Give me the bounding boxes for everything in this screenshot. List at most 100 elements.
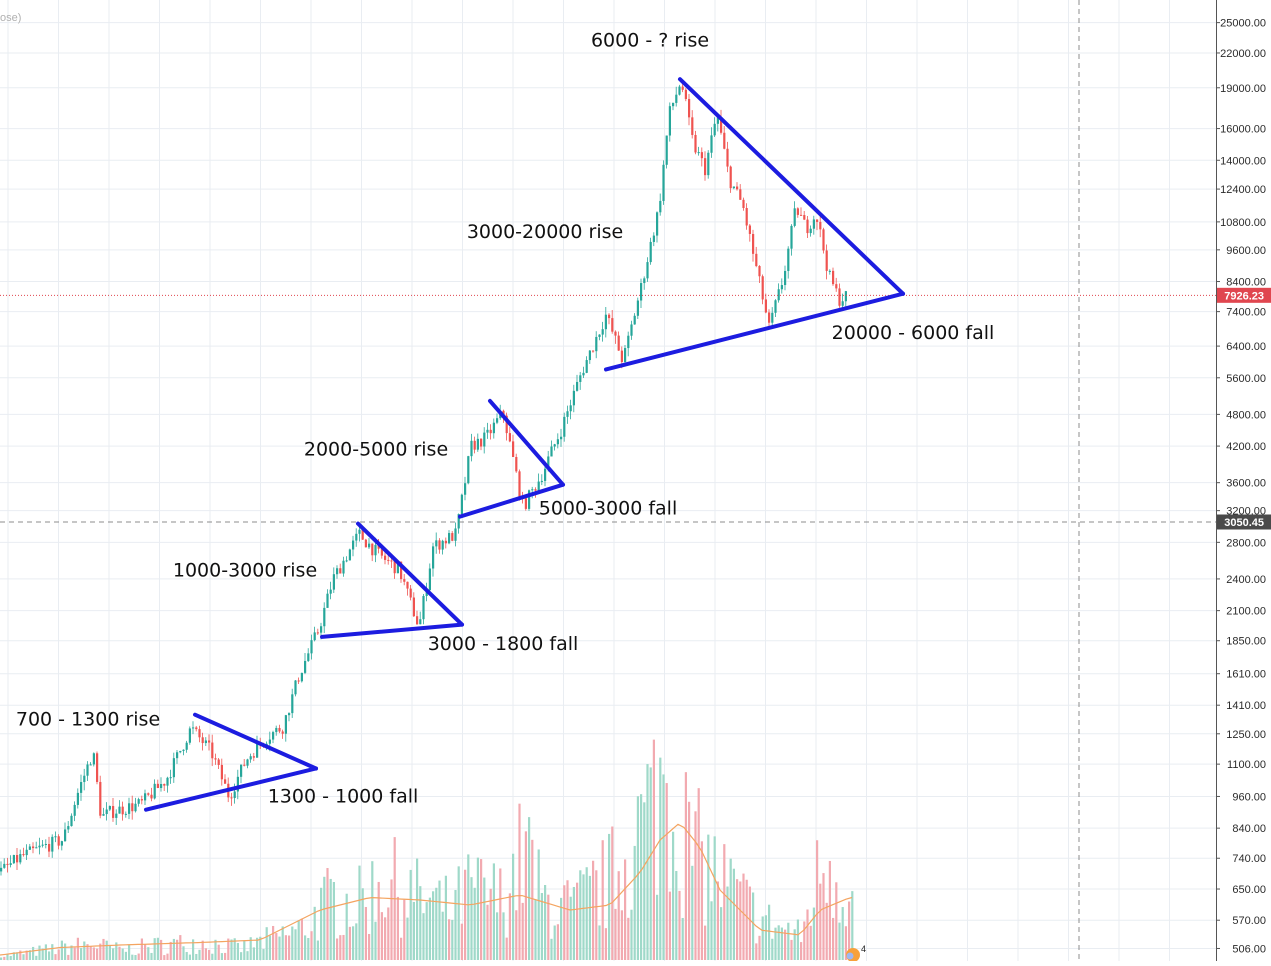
candle-body — [217, 759, 220, 765]
trendline[interactable] — [678, 77, 905, 296]
candle-body — [467, 456, 470, 484]
price-axis[interactable]: 25000.00 22000.00 19000.00 16000.00 14000.00… — [1216, 0, 1271, 961]
candle-body — [835, 284, 838, 289]
volume-bar — [678, 890, 681, 960]
candle-body — [502, 410, 505, 416]
volume-bar — [310, 931, 313, 960]
volume-bar — [848, 901, 851, 960]
candle-body — [35, 847, 38, 849]
volume-bar — [668, 891, 671, 960]
volume-bar — [566, 880, 569, 960]
trendline[interactable] — [488, 398, 565, 487]
candle-body — [188, 728, 191, 743]
candle-body — [739, 189, 742, 200]
candle-body — [377, 544, 380, 549]
candle-body — [195, 727, 198, 730]
trendlines[interactable] — [144, 77, 905, 812]
candle-body — [764, 299, 767, 313]
candle-body — [73, 804, 76, 816]
volume-bar — [364, 906, 367, 960]
candle-body — [793, 208, 796, 226]
trendline[interactable] — [320, 622, 464, 639]
candle-body — [3, 863, 6, 868]
volume-bar — [6, 953, 9, 960]
volume-bar — [592, 860, 595, 960]
volume-bar — [604, 928, 607, 960]
candle-body — [281, 731, 284, 734]
annotation-label: 20000 - 6000 fall — [832, 322, 995, 344]
candle-body — [672, 102, 675, 107]
volume-bar — [547, 894, 550, 960]
candle-body — [601, 329, 604, 335]
candle-body — [236, 776, 239, 792]
candle-body — [640, 283, 643, 301]
volume-bar — [771, 938, 774, 960]
candle-body — [806, 219, 809, 234]
volume-bar — [396, 896, 399, 960]
volume-bar — [83, 941, 86, 960]
candle-body — [803, 215, 806, 220]
candle-body — [60, 841, 63, 846]
volume-bar — [316, 940, 319, 960]
trendline[interactable] — [193, 712, 318, 771]
trendline[interactable] — [144, 766, 318, 812]
volume-bar — [659, 757, 662, 960]
volume-bar — [691, 865, 694, 960]
candle-body — [444, 540, 447, 544]
tick-label: 840.00 — [1232, 823, 1266, 835]
trendline[interactable] — [604, 291, 905, 372]
candle-body — [256, 742, 259, 758]
volume-bar — [643, 802, 646, 960]
candle-body — [809, 228, 812, 234]
volume-bar — [368, 933, 371, 960]
volume-bar — [252, 947, 255, 960]
volume-bar — [585, 867, 588, 960]
candle-body — [755, 253, 758, 267]
candle-body — [844, 291, 847, 302]
candle-body — [627, 335, 630, 349]
annotation-label: 1300 - 1000 fall — [268, 786, 419, 808]
candle-body — [646, 262, 649, 279]
volume-bar — [793, 929, 796, 960]
volume-bar — [841, 907, 844, 960]
volume-bar — [419, 886, 422, 960]
volume-bar — [435, 887, 438, 960]
trendline[interactable] — [356, 521, 464, 627]
volume-bar — [32, 946, 35, 960]
candle-body — [409, 588, 412, 598]
trendline[interactable] — [458, 482, 565, 519]
volume-bar — [825, 902, 828, 960]
volume-bar — [220, 953, 223, 960]
volume-bar — [259, 936, 262, 960]
candle-body — [176, 752, 179, 759]
candle-body — [547, 456, 550, 469]
annotations: 6000 - ? rise 3000-20000 rise 20000 - 6000… — [16, 30, 995, 962]
flag-icon — [846, 952, 854, 960]
candle-body — [777, 289, 780, 301]
candle-body — [371, 543, 374, 556]
volume-bar — [844, 926, 847, 960]
candle-body — [483, 432, 486, 447]
candle-body — [185, 742, 188, 750]
candle-body — [592, 350, 595, 352]
candle-body — [675, 94, 678, 103]
tick-label: 10800.00 — [1220, 217, 1266, 229]
volume-bar — [380, 912, 383, 960]
volume-bar — [790, 939, 793, 960]
candle-body — [457, 514, 460, 529]
candle-body — [166, 777, 169, 786]
volume-bar — [105, 940, 108, 960]
candle-body — [668, 106, 671, 136]
candle-body — [761, 276, 764, 300]
volume-bar — [377, 881, 380, 960]
candle-body — [99, 781, 102, 816]
candle-body — [460, 494, 463, 515]
tick-label: 16000.00 — [1220, 124, 1266, 136]
volume-bar — [176, 939, 179, 960]
volume-bar — [233, 938, 236, 960]
tick-label: 2800.00 — [1226, 537, 1266, 549]
candle-body — [768, 312, 771, 323]
candle-body — [515, 457, 518, 472]
